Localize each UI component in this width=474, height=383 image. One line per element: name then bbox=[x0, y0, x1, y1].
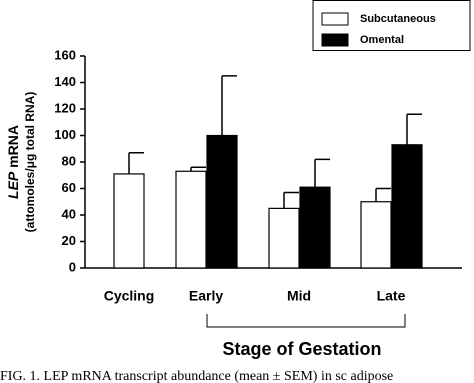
y-label-rest: mRNA bbox=[5, 125, 21, 168]
x-tick-label: Late bbox=[377, 288, 406, 304]
y-tick-label: 100 bbox=[54, 127, 76, 142]
y-tick-label: 160 bbox=[54, 47, 76, 62]
legend-label: Subcutaneous bbox=[360, 13, 436, 25]
y-tick-label: 40 bbox=[62, 206, 76, 221]
y-tick-label: 20 bbox=[62, 233, 76, 248]
error-bar bbox=[128, 151, 144, 174]
bar bbox=[175, 170, 207, 269]
bar bbox=[299, 186, 331, 269]
y-axis-units: (attomoles/μg total RNA) bbox=[23, 92, 37, 233]
legend-swatch bbox=[321, 12, 349, 26]
y-tick-label: 140 bbox=[54, 74, 76, 89]
y-tick-label: 0 bbox=[69, 259, 76, 274]
error-bar bbox=[375, 187, 391, 202]
caption: FIG. 1. LEP mRNA transcript abundance (m… bbox=[0, 369, 393, 383]
error-bar bbox=[406, 113, 422, 145]
legend-label: Omental bbox=[360, 34, 404, 46]
y-tick-label: 120 bbox=[54, 100, 76, 115]
error-bar bbox=[190, 166, 206, 172]
x-tick-label: Cycling bbox=[104, 288, 155, 304]
y-tick-label: 60 bbox=[62, 180, 76, 195]
bar bbox=[268, 207, 300, 269]
error-bar bbox=[221, 75, 237, 136]
bar bbox=[113, 173, 145, 269]
y-tick-label: 80 bbox=[62, 153, 76, 168]
y-label-italic: LEP bbox=[5, 171, 21, 199]
x-tick-label: Early bbox=[189, 288, 223, 304]
x-axis-label: Stage of Gestation bbox=[222, 339, 381, 359]
bar bbox=[391, 144, 423, 269]
error-bar bbox=[314, 158, 330, 188]
error-bar bbox=[283, 191, 299, 209]
legend-swatch bbox=[321, 33, 349, 47]
y-axis-label: LEP mRNA bbox=[5, 125, 21, 199]
bar bbox=[360, 201, 392, 269]
bracket bbox=[206, 314, 406, 328]
x-tick-label: Mid bbox=[287, 288, 311, 304]
bar bbox=[206, 134, 238, 269]
